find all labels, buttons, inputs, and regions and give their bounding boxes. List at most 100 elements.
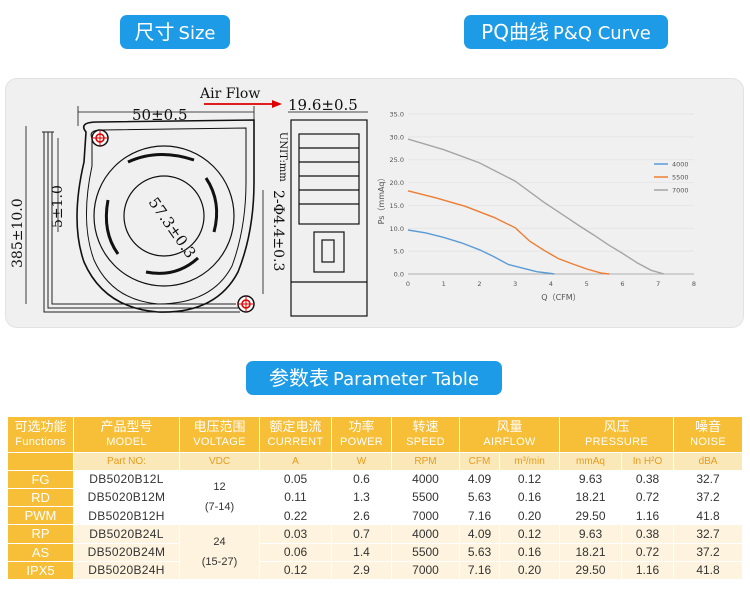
unit-mmaq: mmAq	[559, 452, 622, 471]
unit-m3: m³/min	[499, 452, 560, 471]
chart-y-axis-label: Ps（mmAq）	[377, 174, 386, 225]
pq-curve-section-header: PQ曲线 P&Q Curve	[464, 15, 668, 49]
unit-speed: RPM	[391, 452, 460, 471]
chart-y-tick-label: 25.0	[390, 156, 404, 164]
chart-y-tick-label: 35.0	[390, 111, 404, 119]
voltage-cell: 12 (7-14)	[179, 469, 260, 526]
chart-series	[407, 138, 665, 275]
legend-label-4000: 4000	[672, 161, 689, 169]
header-noise: 噪音 NOISE	[673, 415, 744, 454]
header-pressure: 风压 PRESSURE	[558, 415, 675, 454]
fan-side-view	[290, 119, 368, 317]
model-cell: DB5020B12H	[73, 506, 180, 526]
voltage-cell: 24 (15-27)	[179, 524, 260, 580]
size-header-zh: 尺寸	[134, 20, 175, 44]
noise-cell: 41.8	[673, 506, 744, 526]
inh2o-cell: 0.72	[620, 542, 675, 562]
chart-y-tick-label: 5.0	[394, 248, 404, 256]
params-header-en: Parameter Table	[333, 369, 479, 390]
m3-cell: 0.12	[499, 524, 560, 544]
table-header-row: 可选功能 Functions 产品型号 MODEL 电压范围 VOLTAGE 额定电流…	[7, 415, 744, 454]
parameter-table: 可选功能 Functions 产品型号 MODEL 电压范围 VOLTAGE 额定电流…	[7, 415, 744, 581]
header-model: 产品型号 MODEL	[73, 415, 180, 454]
speed-cell: 7000	[391, 506, 460, 526]
m3-cell: 0.20	[499, 506, 560, 526]
cfm-cell: 4.09	[459, 524, 500, 544]
inh2o-cell: 1.16	[620, 560, 675, 581]
noise-cell: 32.7	[673, 469, 744, 489]
fan-dimension-drawing: Air Flow 50±0.5 19.6±0.5 385±10.0 5±1.0 …	[10, 86, 368, 317]
mmaq-cell: 9.63	[559, 524, 622, 544]
legend-label-7000: 7000	[672, 187, 689, 195]
m3-cell: 0.20	[499, 560, 560, 581]
table-unit-row: Part NO: VDC A W RPM CFM m³/min mmAq In …	[7, 452, 744, 471]
inh2o-cell: 0.72	[620, 487, 675, 508]
function-cell: IPX5	[7, 560, 74, 581]
mmaq-cell: 29.50	[559, 506, 622, 526]
wire-spacing-dimension: 5±1.0	[50, 185, 66, 228]
mmaq-cell: 29.50	[559, 560, 622, 581]
width-dimension: 50±0.5	[132, 106, 188, 124]
m3-cell: 0.16	[499, 487, 560, 508]
power-cell: 0.7	[331, 524, 392, 544]
function-cell: PWM	[7, 506, 74, 526]
cfm-cell: 5.63	[459, 487, 500, 508]
function-cell: FG	[7, 469, 74, 489]
chart-x-axis-label: Q（CFM）	[541, 293, 580, 302]
mmaq-cell: 9.63	[559, 469, 622, 489]
air-flow-label: Air Flow	[199, 86, 260, 102]
table-row: AS DB5020B24M 0.06 1.4 5500 5.63 0.16 18.21 0.72…	[7, 542, 744, 562]
pq-curve-chart: 0.05.010.015.020.025.030.035.00 1 2 3 4 5 6 7 8 …	[377, 111, 697, 303]
header-airflow: 风量 AIRFLOW	[459, 415, 560, 454]
legend-label-5500: 5500	[672, 174, 689, 182]
model-cell: DB5020B12L	[73, 469, 180, 489]
mounting-hole-top	[91, 129, 109, 147]
chart-x-tick-label: 7	[656, 280, 660, 288]
cfm-cell: 4.09	[459, 469, 500, 489]
power-cell: 0.6	[331, 469, 392, 489]
current-cell: 0.06	[259, 542, 332, 562]
table-row: IPX5 DB5020B24H 0.12 2.9 7000 7.16 0.20 29.50 1.…	[7, 560, 744, 581]
params-header-zh: 参数表	[269, 366, 330, 390]
chart-y-tick-label: 0.0	[394, 271, 404, 279]
speed-cell: 5500	[391, 487, 460, 508]
mounting-hole-bottom	[237, 295, 255, 313]
chart-y-tick-label: 15.0	[390, 202, 404, 210]
mmaq-cell: 18.21	[559, 542, 622, 562]
power-cell: 2.6	[331, 506, 392, 526]
model-cell: DB5020B12M	[73, 487, 180, 508]
table-row: PWM DB5020B12H 0.22 2.6 7000 7.16 0.20 29.50 1.1…	[7, 506, 744, 526]
unit-label: UNIT:mm	[277, 132, 288, 182]
power-cell: 1.4	[331, 542, 392, 562]
size-and-curve-panel	[5, 78, 744, 328]
chart-x-tick-label: 5	[585, 280, 589, 288]
table-row: FG DB5020B12L 12 (7-14) 0.05 0.6 4000 4.09 0.12 9…	[7, 469, 744, 526]
model-cell: DB5020B24M	[73, 542, 180, 562]
inh2o-cell: 0.38	[620, 469, 675, 489]
air-flow-arrowhead	[272, 100, 282, 108]
size-header-en: Size	[178, 23, 216, 44]
header-current: 额定电流 CURRENT	[259, 415, 332, 454]
header-power: 功率 POWER	[331, 415, 392, 454]
speed-cell: 5500	[391, 542, 460, 562]
unit-model: Part NO:	[73, 452, 180, 471]
chart-y-tick-label: 20.0	[390, 179, 404, 187]
current-cell: 0.05	[259, 469, 332, 489]
noise-cell: 37.2	[673, 542, 744, 562]
mmaq-cell: 18.21	[559, 487, 622, 508]
function-cell: RP	[7, 524, 74, 544]
table-row: RP DB5020B24L 24 (15-27) 0.03 0.7 4000 4.09 0.12…	[7, 524, 744, 580]
chart-grid: 0.0 5.0 10.0 15.0 20.0 25.0 30.0 35.0 0 1 2 3 4 5 6 7 8	[390, 111, 697, 289]
current-cell: 0.11	[259, 487, 332, 508]
cfm-cell: 5.63	[459, 542, 500, 562]
chart-y-tick-label: 30.0	[390, 133, 404, 141]
unit-noise: dBA	[673, 452, 744, 471]
speed-cell: 7000	[391, 560, 460, 581]
power-cell: 1.3	[331, 487, 392, 508]
header-voltage: 电压范围 VOLTAGE	[179, 415, 260, 454]
m3-cell: 0.16	[499, 542, 560, 562]
current-cell: 0.03	[259, 524, 332, 544]
parameter-table-section-header: 参数表 Parameter Table	[246, 361, 502, 395]
table-row: RD DB5020B12M 0.11 1.3 5500 5.63 0.16 18.21 0.72…	[7, 487, 744, 508]
unit-voltage: VDC	[179, 452, 260, 471]
